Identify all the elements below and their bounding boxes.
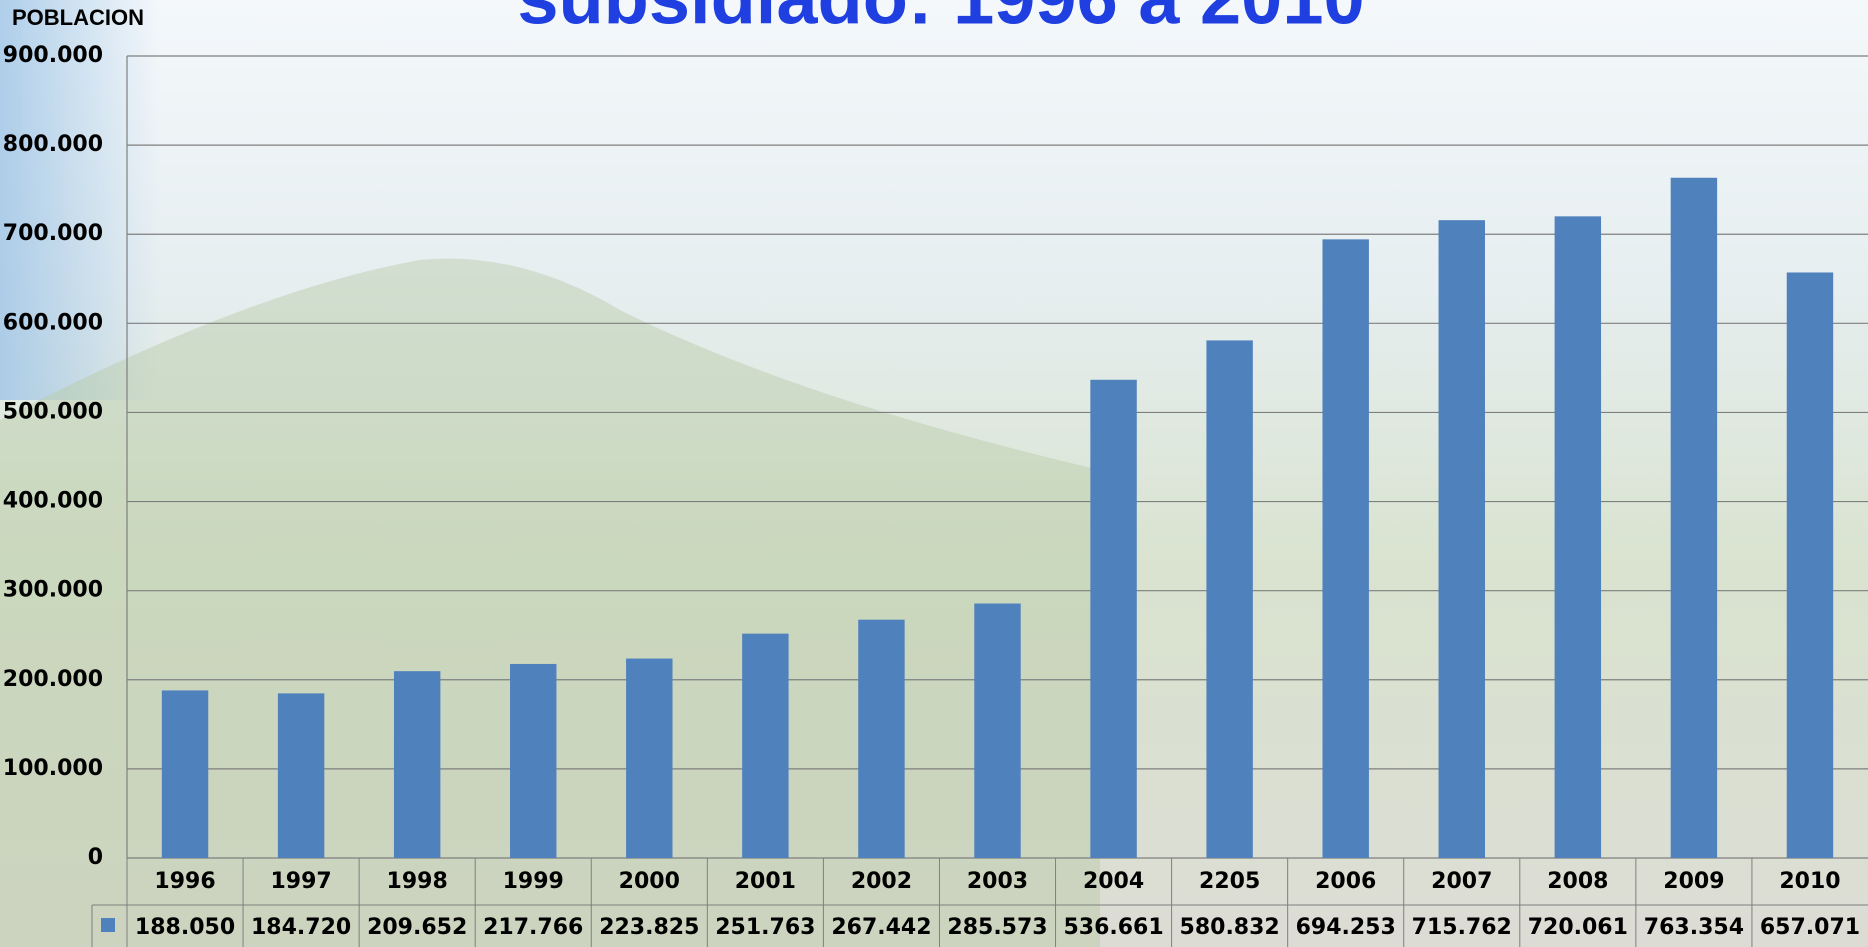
x-tick-label: 1999 — [503, 869, 564, 894]
hill — [0, 258, 1100, 947]
data-table-value: 285.573 — [947, 915, 1047, 940]
legend-key — [101, 918, 115, 932]
bar — [626, 658, 673, 858]
bar — [277, 693, 325, 858]
y-axis-label: POBLACION — [12, 5, 144, 30]
y-tick-label: 800.000 — [3, 132, 103, 157]
x-tick-label: 2004 — [1083, 869, 1144, 894]
bar — [393, 671, 441, 858]
bar — [1670, 177, 1718, 858]
x-tick-label: 2010 — [1779, 869, 1840, 894]
data-table-value: 715.762 — [1412, 915, 1512, 940]
x-tick-label: 2205 — [1199, 869, 1260, 894]
y-tick-label: 900.000 — [3, 43, 103, 68]
bar — [510, 663, 557, 858]
data-table-value: 267.442 — [831, 915, 931, 940]
bar — [1322, 239, 1369, 858]
bar — [1090, 379, 1137, 858]
bar — [1554, 216, 1602, 858]
data-table-value: 251.763 — [715, 915, 815, 940]
bar — [1206, 340, 1253, 858]
data-table-value: 657.071 — [1760, 915, 1860, 940]
y-tick-label: 700.000 — [3, 221, 103, 246]
x-tick-label: 2002 — [851, 869, 912, 894]
data-table-value: 580.832 — [1180, 915, 1280, 940]
bar — [974, 603, 1021, 858]
x-tick-label: 2009 — [1663, 869, 1724, 894]
background-shade — [0, 0, 160, 400]
x-tick-label: 2003 — [967, 869, 1028, 894]
x-tick-label: 2000 — [619, 869, 680, 894]
y-tick-label: 100.000 — [3, 756, 103, 781]
data-table-value: 720.061 — [1528, 915, 1628, 940]
data-table-value: 536.661 — [1063, 915, 1163, 940]
data-table-value: 209.652 — [367, 915, 467, 940]
y-tick-label: 400.000 — [3, 489, 103, 514]
data-table-value: 188.050 — [135, 915, 235, 940]
bar — [858, 619, 905, 858]
chart-title: subsidiado: 1996 a 2010 — [517, 0, 1364, 40]
data-table-value: 184.720 — [251, 915, 351, 940]
bar — [742, 633, 789, 858]
bar — [1786, 272, 1834, 858]
x-tick-label: 1996 — [154, 869, 215, 894]
data-table-value: 694.253 — [1296, 915, 1396, 940]
y-tick-label: 300.000 — [3, 578, 103, 603]
x-tick-label: 2006 — [1315, 869, 1376, 894]
data-table-value: 763.354 — [1644, 915, 1744, 940]
y-tick-label: 200.000 — [3, 667, 103, 692]
data-table-value: 217.766 — [483, 915, 583, 940]
y-tick-label: 0 — [88, 845, 103, 870]
x-tick-label: 2008 — [1547, 869, 1608, 894]
x-tick-label: 1997 — [270, 869, 331, 894]
bar — [161, 690, 209, 858]
y-tick-label: 600.000 — [3, 310, 103, 335]
y-tick-label: 500.000 — [3, 399, 103, 424]
bar — [1438, 220, 1485, 859]
x-tick-label: 1998 — [387, 869, 448, 894]
x-tick-label: 2001 — [735, 869, 796, 894]
x-tick-label: 2007 — [1431, 869, 1492, 894]
data-table-value: 223.825 — [599, 915, 699, 940]
